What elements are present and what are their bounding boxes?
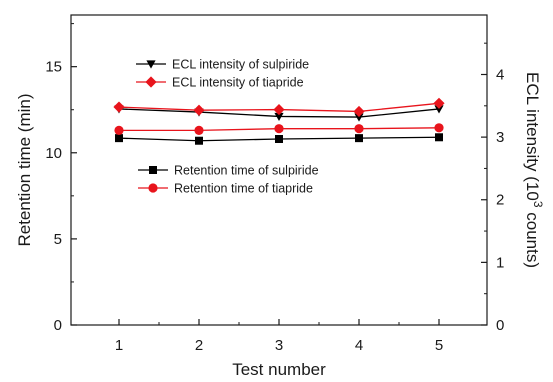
y-right-axis-ticks: 0 1 2 3 4 [481, 42, 504, 334]
x-tick-label-1: 1 [115, 337, 123, 354]
series-0-point-4 [354, 113, 364, 122]
series-3-point-2 [194, 125, 204, 135]
y-right-title-tail: counts) [523, 208, 542, 268]
legend-retention: Retention time of sulpiride Retention tim… [138, 164, 319, 196]
x-tick-label-3: 3 [275, 337, 283, 354]
y-right-tick-label-2: 2 [496, 192, 504, 209]
y-left-tick-label-10: 10 [45, 145, 62, 162]
series-3-point-3 [274, 124, 284, 134]
y-left-tick-label-5: 5 [54, 231, 62, 248]
y-right-tick-label-1: 1 [496, 254, 504, 271]
series-3-point-4 [354, 124, 364, 134]
legend-label-1: Retention time of tiapride [174, 182, 313, 196]
y-right-title-main: ECL intensity (10 [523, 72, 542, 201]
x-tick-label-5: 5 [435, 337, 443, 354]
series-1-point-1 [113, 101, 125, 113]
x-tick-label-2: 2 [195, 337, 203, 354]
series-0-point-3 [274, 112, 284, 122]
y-right-tick-label-3: 3 [496, 129, 504, 146]
series-2-point-5 [435, 133, 443, 142]
legend-label-1: ECL intensity of tiapride [172, 76, 304, 90]
y-left-tick-label-0: 0 [54, 317, 62, 334]
y-right-title-superscript: 3 [531, 201, 545, 208]
series-2-point-2 [195, 136, 203, 145]
series-1-point-2 [193, 104, 205, 116]
y-right-tick-label-4: 4 [496, 66, 504, 83]
x-axis-title: Test number [232, 360, 326, 379]
series-2-point-3 [275, 135, 283, 143]
series-3-point-5 [434, 123, 444, 133]
series-2-point-1 [115, 134, 123, 143]
x-tick-label-4: 4 [355, 337, 363, 354]
y-right-axis-title: ECL intensity (103 counts) [523, 72, 545, 268]
legend-ecl: ECL intensity of sulpiride ECL intensity … [136, 58, 309, 90]
legend-marker-1 [148, 183, 158, 193]
series-2-point-4 [355, 134, 363, 143]
series-1-point-5 [433, 97, 445, 109]
y-left-axis-ticks: 0 5 10 15 [45, 23, 77, 334]
legend-label-0: Retention time of sulpiride [174, 164, 319, 178]
legend-marker-1 [145, 76, 157, 88]
series-1-point-3 [273, 103, 285, 116]
y-left-axis-title: Retention time (min) [15, 93, 34, 246]
x-axis-ticks: 1 2 3 4 5 [115, 319, 443, 354]
legend-marker-0 [149, 166, 157, 174]
series-1-point-4 [353, 105, 365, 118]
legend-marker-0 [146, 60, 156, 69]
y-left-tick-label-15: 15 [45, 59, 62, 76]
series-layer [113, 97, 445, 145]
series-0-point-5 [434, 105, 444, 114]
legend-label-0: ECL intensity of sulpiride [172, 58, 309, 72]
series-3-point-1 [114, 125, 124, 135]
y-right-tick-label-0: 0 [496, 317, 504, 334]
